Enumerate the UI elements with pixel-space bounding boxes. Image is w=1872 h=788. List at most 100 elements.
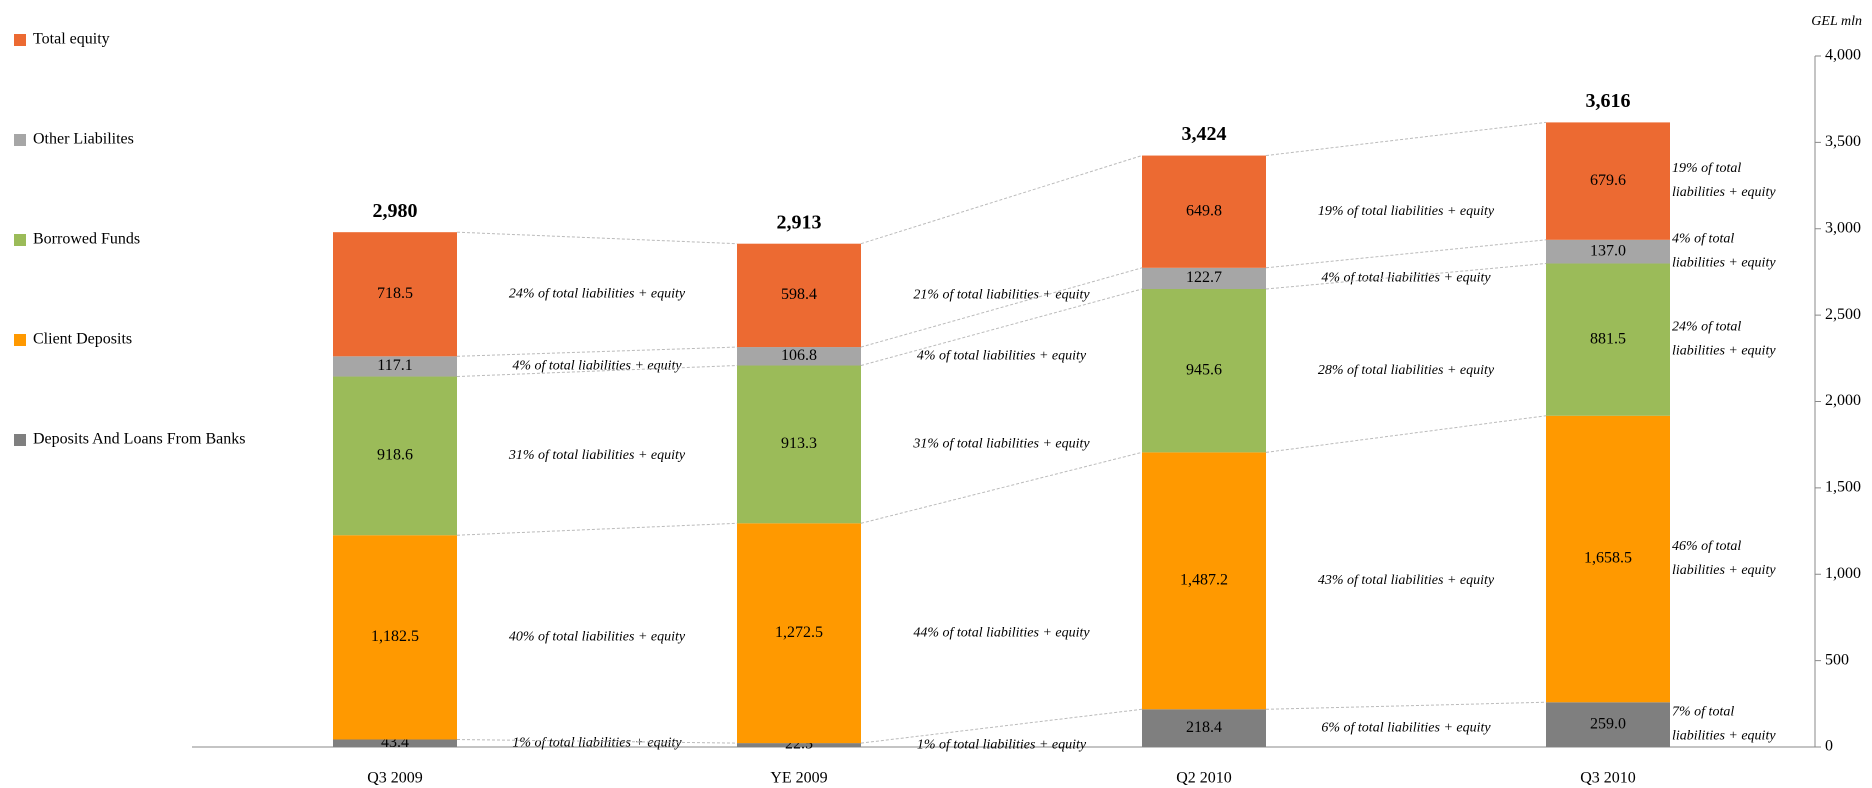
y-unit: GEL mln (1811, 14, 1862, 29)
bar-segment (333, 376, 457, 536)
share-annotation: 31% of total liabilities + equity (912, 437, 1090, 452)
legend-label: Total equity (33, 31, 110, 48)
bar-segment (1142, 155, 1266, 268)
value-label: 718.5 (377, 285, 413, 302)
connector (456, 346, 738, 357)
value-label: 945.6 (1186, 361, 1222, 378)
y-tick-label: 2,000 (1825, 392, 1861, 409)
share-line: liabilities + equity (1672, 185, 1776, 200)
connector (456, 365, 738, 378)
value-label: 259.0 (1590, 715, 1626, 732)
total-label: 3,424 (1182, 123, 1227, 145)
share-annotation: 4% of total liabilities + equity (1321, 271, 1491, 286)
share-line: liabilities + equity (1672, 729, 1776, 744)
share-annotation: 4% of total liabilities + equity (512, 359, 682, 374)
value-label: 679.6 (1590, 172, 1626, 189)
value-label: 1,658.5 (1584, 550, 1632, 567)
share-line: 24% of total (1672, 320, 1745, 335)
bar-segment (737, 347, 861, 366)
share-line: 46% of total (1672, 539, 1745, 554)
value-label: 1,182.5 (371, 628, 419, 645)
y-tick-label: 3,500 (1825, 133, 1861, 150)
bar-segment (1546, 702, 1670, 747)
share-line: 4% of total (1672, 232, 1738, 247)
value-label: 137.0 (1590, 242, 1626, 259)
bar-segment (333, 739, 457, 747)
bar-segment (1546, 415, 1670, 703)
x-tick-label: Q3 2009 (367, 770, 423, 787)
bar-segment (1142, 289, 1266, 453)
value-label: 918.6 (377, 447, 413, 464)
value-label: 117.1 (377, 357, 412, 374)
share-annotation: 1% of total liabilities + equity (917, 737, 1087, 752)
y-tick-label: 1,000 (1825, 565, 1861, 582)
value-label: 649.8 (1186, 202, 1222, 219)
legend-swatch (14, 34, 26, 46)
y-tick-label: 3,000 (1825, 219, 1861, 236)
share-annotation: 6% of total liabilities + equity (1321, 720, 1491, 735)
legend-swatch (14, 334, 26, 346)
share-annotation: 4% of total liabilities + equity (1672, 232, 1776, 271)
value-label: 218.4 (1186, 719, 1222, 736)
connector (1265, 121, 1547, 157)
x-tick-label: Q3 2010 (1580, 770, 1636, 787)
share-annotation: 43% of total liabilities + equity (1318, 573, 1495, 588)
bar-segment (737, 523, 861, 744)
connector (1265, 415, 1547, 453)
bar-segment (1142, 267, 1266, 290)
legend-swatch (14, 434, 26, 446)
x-tick-label: YE 2009 (770, 770, 827, 787)
bar-segment (737, 365, 861, 524)
y-tick-label: 500 (1825, 651, 1849, 668)
bar-segment (737, 743, 861, 747)
value-label: 1,272.5 (775, 624, 823, 641)
connector (860, 451, 1143, 524)
value-label: 122.7 (1186, 269, 1222, 286)
x-tick-label: Q2 2010 (1176, 770, 1232, 787)
legend-swatch (14, 134, 26, 146)
value-label: 106.8 (781, 347, 817, 364)
total-label: 2,980 (373, 200, 418, 222)
y-tick-label: 2,500 (1825, 306, 1861, 323)
share-annotation: 28% of total liabilities + equity (1318, 363, 1495, 378)
connector (456, 739, 738, 744)
share-line: liabilities + equity (1672, 563, 1776, 578)
share-annotation: 24% of total liabilities + equity (1672, 320, 1776, 359)
legend-label: Deposits And Loans From Banks (33, 431, 245, 448)
total-label: 3,616 (1586, 90, 1631, 112)
connector (860, 267, 1143, 348)
share-line: 7% of total (1672, 705, 1738, 720)
legend-label: Borrowed Funds (33, 231, 140, 248)
bar-segment (1546, 122, 1670, 240)
value-label: 913.3 (781, 435, 817, 452)
bar-segment (1546, 263, 1670, 416)
bar-segment (1142, 709, 1266, 747)
bar-segment (737, 243, 861, 348)
y-tick-label: 1,500 (1825, 479, 1861, 496)
share-line: liabilities + equity (1672, 344, 1776, 359)
bar-segment (1142, 452, 1266, 710)
connector (456, 231, 738, 245)
total-label: 2,913 (777, 211, 822, 233)
connector (860, 155, 1143, 245)
legend-label: Other Liabilites (33, 131, 134, 148)
share-annotation: 40% of total liabilities + equity (509, 630, 686, 645)
share-line: liabilities + equity (1672, 256, 1776, 271)
share-annotation: 24% of total liabilities + equity (509, 286, 686, 301)
share-annotation: 31% of total liabilities + equity (508, 448, 686, 463)
value-label: 881.5 (1590, 330, 1626, 347)
share-annotation: 19% of total liabilities + equity (1318, 204, 1495, 219)
y-tick-label: 4,000 (1825, 47, 1861, 64)
legend-swatch (14, 234, 26, 246)
connector (860, 708, 1143, 744)
bar-segment (1546, 239, 1670, 264)
connector (860, 288, 1143, 366)
connector (1265, 239, 1547, 269)
share-annotation: 7% of total liabilities + equity (1672, 705, 1776, 744)
share-annotation: 46% of total liabilities + equity (1672, 539, 1776, 578)
share-annotation: 44% of total liabilities + equity (913, 625, 1090, 640)
bar-segment (333, 356, 457, 377)
connector (456, 522, 738, 536)
bar-segment (333, 535, 457, 740)
